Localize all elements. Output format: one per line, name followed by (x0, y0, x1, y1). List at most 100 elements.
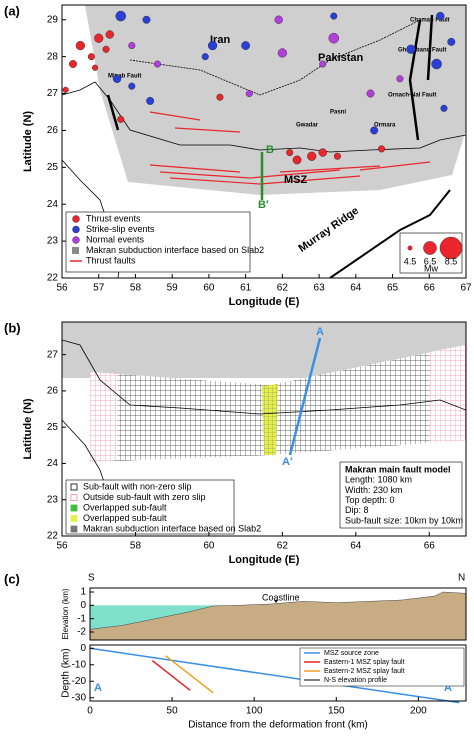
event-point (62, 86, 69, 93)
event-point (128, 82, 136, 90)
x-axis-label: Distance from the deformation front (km) (188, 720, 368, 731)
event-point (431, 58, 442, 70)
model-text: Makran main fault model (345, 464, 451, 474)
legend-label: Eastern-2 MSZ splay fault (324, 668, 405, 675)
y-axis-label: Depth (km) (61, 648, 72, 697)
panel-label: (c) (4, 571, 20, 586)
legend-label: N-S elevation profile (324, 677, 387, 684)
legend-label: Eastern-1 MSZ splay fault (324, 659, 405, 666)
event-point (117, 115, 125, 123)
x-tick-label: 64 (350, 541, 362, 552)
x-tick-label: 58 (130, 283, 142, 294)
legend-label: Strike-slip events (86, 224, 155, 234)
event-point (142, 15, 151, 24)
x-tick-label: 100 (246, 706, 263, 717)
x-axis-label: Longitude (E) (229, 554, 300, 566)
y-tick-label: 26 (47, 125, 59, 136)
legend-label: Overlapped sub-fault (83, 502, 167, 512)
y-tick-label: 1 (80, 587, 86, 598)
event-point (201, 53, 209, 61)
legend-marker (70, 515, 78, 522)
panel-label: (a) (4, 3, 20, 18)
event-point (292, 155, 302, 165)
x-tick-label: 150 (328, 706, 345, 717)
fault-label: Minab Fault (108, 74, 141, 80)
section-label: A′ (444, 682, 455, 694)
coastline-label: Coastline (262, 592, 300, 602)
section-line (89, 647, 460, 704)
legend-label: Makran subduction interface based on Sla… (86, 245, 264, 255)
size-legend-marker (407, 245, 413, 251)
y-tick-label: 22 (47, 273, 59, 284)
y-tick-label: 27 (47, 88, 59, 99)
size-legend-label: 8.5 (445, 256, 458, 266)
x-tick-label: 62 (277, 283, 289, 294)
event-point (330, 12, 338, 20)
y-tick-label: 24 (47, 458, 59, 469)
legend-marker (72, 215, 80, 223)
legend-marker (70, 494, 78, 501)
x-tick-label: 64 (350, 283, 362, 294)
x-tick-label: 200 (410, 706, 427, 717)
y-tick-label: 22 (47, 531, 59, 542)
legend-marker (70, 525, 78, 533)
y-tick-label: 0 (80, 600, 86, 611)
event-point (128, 42, 136, 50)
event-point (447, 37, 456, 46)
y-tick-label: -10 (72, 659, 87, 670)
x-tick-label: 61 (240, 283, 252, 294)
x-tick-label: 66 (424, 541, 436, 552)
section-label: A (94, 682, 102, 694)
y-axis-label: Latitude (N) (22, 398, 34, 459)
event-point (286, 149, 294, 157)
event-point (241, 41, 251, 50)
model-text: Top depth: 0 (345, 495, 395, 505)
x-tick-label: 56 (56, 283, 68, 294)
event-point (245, 90, 253, 98)
x-tick-label: 62 (277, 541, 289, 552)
event-point (105, 30, 114, 39)
legend-label: Overlapped sub-fault (83, 513, 167, 523)
legend-marker (72, 225, 80, 234)
y-axis-label: Latitude (N) (22, 111, 34, 172)
y-tick-label: -20 (72, 676, 87, 687)
section-line (151, 660, 191, 691)
y-axis-label: Elevation (km) (61, 588, 70, 639)
event-point (366, 89, 375, 98)
legend-label: Thrust events (86, 213, 141, 223)
x-tick-label: 0 (87, 706, 93, 717)
y-tick-label: 24 (47, 199, 59, 210)
model-text: Length: 1080 km (345, 475, 412, 485)
event-point (112, 74, 122, 83)
event-point (207, 40, 218, 51)
y-tick-label: 28 (47, 51, 59, 62)
size-legend-title: Mw (424, 263, 438, 273)
section-label: B′ (258, 199, 269, 211)
legend-marker (70, 483, 78, 491)
size-legend-marker (423, 241, 437, 255)
elevation-profile (89, 591, 467, 641)
event-point (75, 40, 85, 51)
axes-frame (89, 644, 467, 702)
event-point (94, 33, 104, 43)
y-tick-label: 27 (47, 349, 59, 360)
size-legend-marker (439, 236, 463, 260)
place-label: Pasni (330, 110, 346, 116)
event-point (307, 151, 317, 161)
event-point (216, 93, 224, 101)
direction-label: S (88, 573, 95, 584)
x-axis-label: Longitude (E) (229, 296, 300, 308)
section-label: A (316, 326, 324, 338)
zone-label: MSZ (284, 174, 308, 186)
legend-marker (70, 504, 78, 512)
x-tick-label: 50 (167, 706, 179, 717)
ridge-label: Murray Ridge (297, 205, 361, 255)
x-tick-label: 66 (424, 283, 436, 294)
event-point (436, 11, 445, 21)
legend-label: Sub-fault with non-zero slip (83, 481, 192, 491)
legend-marker (72, 236, 80, 244)
event-point (87, 53, 95, 61)
legend-marker (72, 247, 79, 254)
size-legend-label: 6.5 (424, 256, 437, 266)
